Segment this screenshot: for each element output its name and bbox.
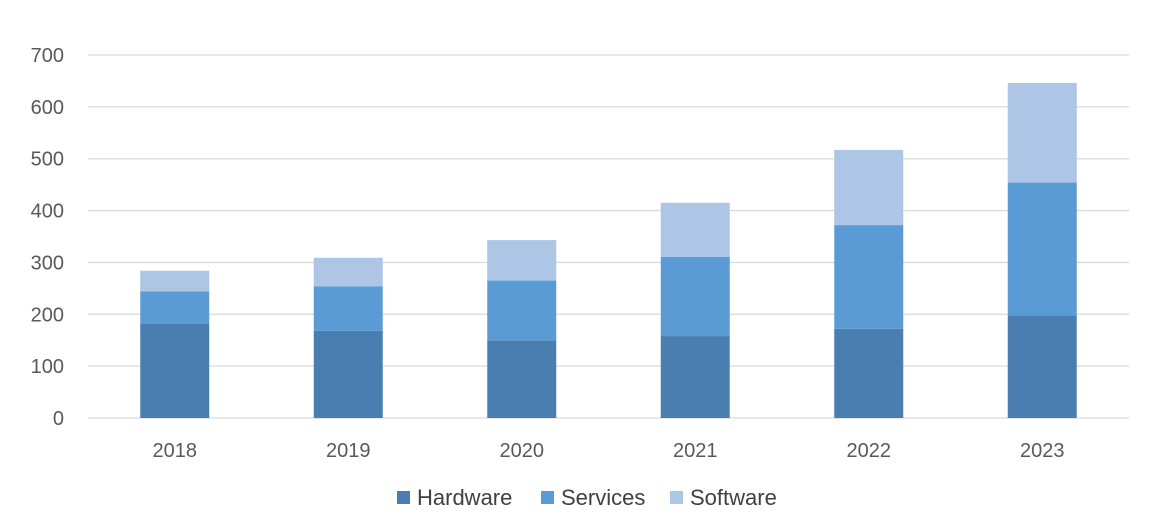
- bar-hardware-2023: [1007, 315, 1077, 418]
- y-tick-label: 300: [31, 252, 64, 274]
- gridlines: [88, 54, 1129, 419]
- bar-hardware-2021: [660, 336, 730, 418]
- legend-swatch-hardware: [397, 491, 410, 504]
- x-axis-ticks: 2018 2019 2020 2021 2022 2023: [153, 440, 1065, 462]
- bar-services-2021: [660, 256, 730, 337]
- bar-software-2020: [487, 240, 557, 281]
- bar-services-2019: [313, 286, 383, 331]
- y-tick-label: 200: [31, 304, 64, 326]
- bar-services-2022: [834, 225, 904, 329]
- y-tick-label: 0: [53, 408, 64, 430]
- x-tick-label-2019: 2019: [326, 440, 371, 462]
- bar-hardware-2019: [313, 330, 383, 418]
- legend-swatch-services: [541, 491, 554, 504]
- y-tick-label: 400: [31, 201, 64, 223]
- x-tick-label-2020: 2020: [500, 440, 545, 462]
- bar-software-2023: [1007, 83, 1077, 183]
- legend-label-software: Software: [690, 485, 777, 510]
- x-tick-label-2018: 2018: [153, 440, 198, 462]
- legend-label-services: Services: [561, 485, 645, 510]
- x-tick-label-2021: 2021: [673, 440, 718, 462]
- y-tick-label: 600: [31, 97, 64, 119]
- bar-software-2022: [834, 149, 904, 226]
- y-tick-label: 700: [31, 45, 64, 67]
- legend: Hardware Services Software: [397, 485, 777, 510]
- y-axis-ticks: 0 100 200 300 400 500 600 700: [31, 45, 64, 430]
- y-tick-label: 100: [31, 356, 64, 378]
- bar-hardware-2022: [834, 328, 904, 418]
- bar-hardware-2020: [487, 340, 557, 418]
- legend-swatch-software: [670, 491, 683, 504]
- bar-software-2018: [140, 270, 210, 292]
- bar-services-2018: [140, 291, 210, 324]
- bar-software-2019: [313, 257, 383, 287]
- bars: [140, 83, 1077, 418]
- bar-services-2020: [487, 280, 557, 341]
- x-tick-label-2023: 2023: [1020, 440, 1065, 462]
- bar-software-2021: [660, 202, 730, 257]
- x-tick-label-2022: 2022: [847, 440, 892, 462]
- y-tick-label: 500: [31, 149, 64, 171]
- bar-services-2023: [1007, 182, 1077, 316]
- bar-hardware-2018: [140, 323, 210, 418]
- legend-label-hardware: Hardware: [417, 485, 512, 510]
